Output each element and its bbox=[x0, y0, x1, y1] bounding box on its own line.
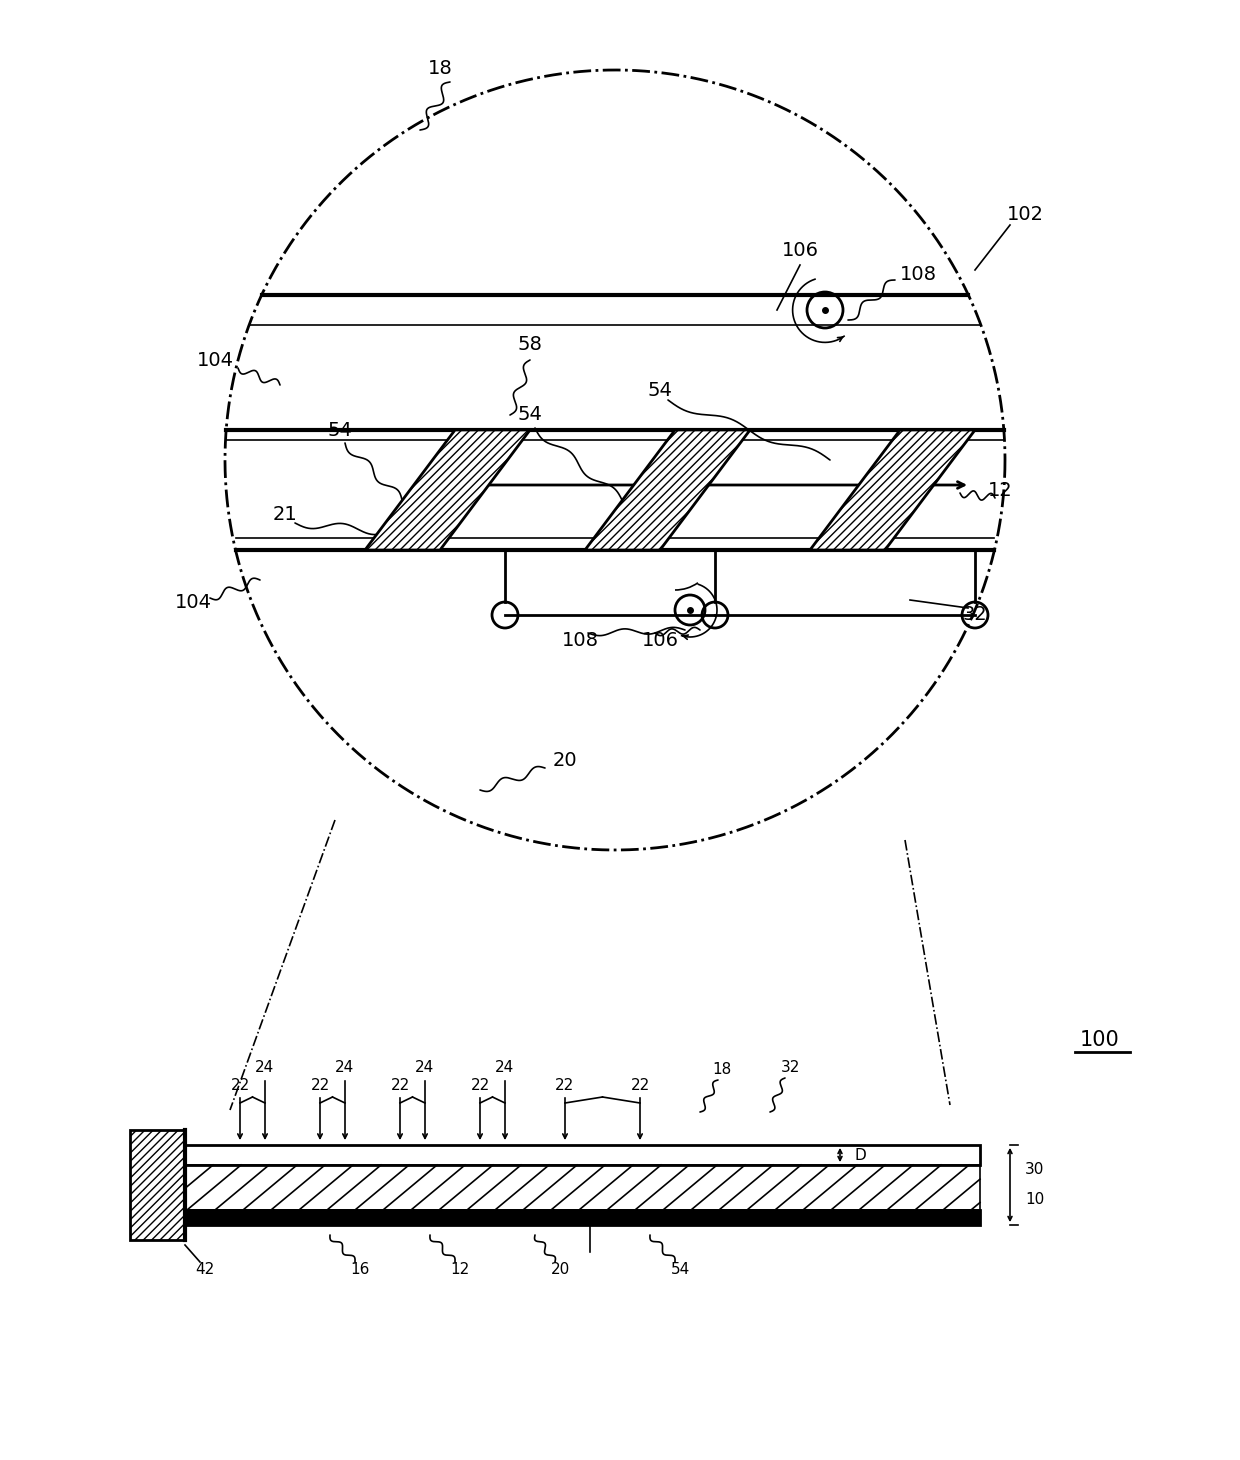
Text: 24: 24 bbox=[335, 1060, 355, 1076]
Bar bbox=[130, 1130, 185, 1240]
Text: 32: 32 bbox=[780, 1060, 800, 1076]
Text: 22: 22 bbox=[630, 1077, 650, 1092]
Text: 12: 12 bbox=[450, 1263, 470, 1278]
Bar bbox=[185, 1210, 980, 1225]
Text: 10: 10 bbox=[1025, 1193, 1044, 1207]
Bar bbox=[185, 1165, 980, 1210]
Text: 54: 54 bbox=[517, 406, 542, 425]
Text: 22: 22 bbox=[556, 1077, 574, 1092]
Text: 54: 54 bbox=[647, 381, 672, 400]
Text: 20: 20 bbox=[553, 750, 578, 769]
Text: 22: 22 bbox=[470, 1077, 490, 1092]
Text: 24: 24 bbox=[415, 1060, 435, 1076]
Text: $\alpha$: $\alpha$ bbox=[658, 515, 672, 534]
Polygon shape bbox=[585, 431, 750, 550]
Polygon shape bbox=[810, 431, 975, 550]
Text: 18: 18 bbox=[428, 58, 453, 77]
Text: 54: 54 bbox=[671, 1263, 689, 1278]
Text: 24: 24 bbox=[255, 1060, 274, 1076]
Text: 100: 100 bbox=[1080, 1029, 1120, 1050]
Text: 108: 108 bbox=[562, 631, 599, 650]
Bar bbox=[185, 1145, 980, 1165]
Polygon shape bbox=[365, 431, 529, 550]
Text: 104: 104 bbox=[196, 350, 233, 369]
Text: 21: 21 bbox=[273, 505, 298, 524]
Text: 58: 58 bbox=[517, 336, 542, 355]
Text: 106: 106 bbox=[641, 631, 678, 650]
Text: 42: 42 bbox=[196, 1263, 215, 1278]
Text: 12: 12 bbox=[987, 480, 1012, 499]
Text: 22: 22 bbox=[391, 1077, 409, 1092]
Text: 108: 108 bbox=[900, 266, 937, 285]
Text: 22: 22 bbox=[231, 1077, 249, 1092]
Text: 24: 24 bbox=[495, 1060, 515, 1076]
Text: 18: 18 bbox=[712, 1063, 732, 1077]
Text: D: D bbox=[856, 1148, 867, 1162]
Text: 104: 104 bbox=[175, 594, 212, 613]
Text: 54: 54 bbox=[327, 420, 352, 439]
Text: 32: 32 bbox=[962, 606, 987, 625]
Text: 30: 30 bbox=[1025, 1162, 1044, 1178]
Text: 20: 20 bbox=[551, 1263, 569, 1278]
Text: 106: 106 bbox=[781, 241, 818, 260]
Text: 16: 16 bbox=[351, 1263, 370, 1278]
Text: 22: 22 bbox=[310, 1077, 330, 1092]
Text: 102: 102 bbox=[1007, 206, 1044, 225]
